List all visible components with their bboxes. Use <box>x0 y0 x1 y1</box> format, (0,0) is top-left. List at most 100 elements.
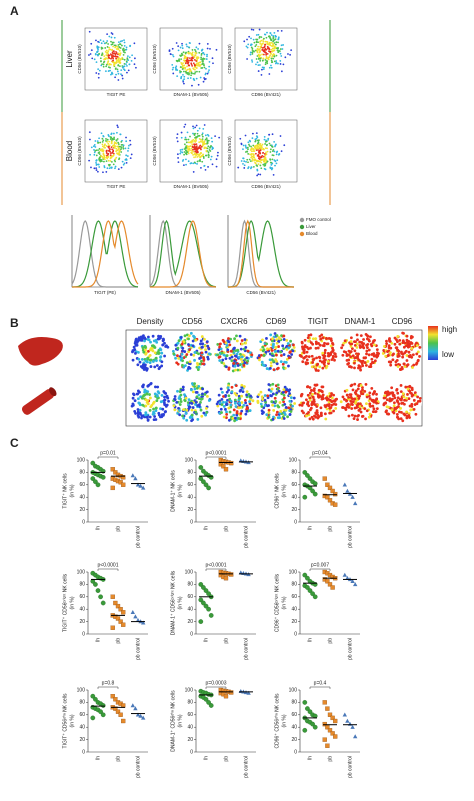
y-tick-label: 60 <box>79 482 85 488</box>
tsne-cell <box>174 343 178 347</box>
flow-event <box>268 56 271 58</box>
tsne-cell <box>180 352 184 356</box>
flow-event <box>269 167 272 170</box>
flow-event <box>123 162 126 165</box>
flow-event <box>88 54 90 56</box>
tsne-cell <box>318 359 322 363</box>
y-axis-label: DNAM-1⁺ CD56ᵈⁱᵐ NK cells <box>170 690 176 752</box>
pb-point <box>121 622 126 627</box>
flow-event <box>186 45 188 48</box>
tsne-cell <box>320 385 324 389</box>
flow-event <box>120 69 123 72</box>
tsne-cell <box>303 338 307 342</box>
tsne-cell <box>260 395 264 399</box>
tsne-cell <box>188 416 192 419</box>
lh-point <box>100 703 106 708</box>
tsne-cell <box>265 342 269 346</box>
x-tick-label: lh <box>203 638 209 642</box>
pb-point <box>330 488 335 494</box>
tsne-cell <box>292 396 296 400</box>
tsne-cell <box>165 394 169 398</box>
pb-point <box>322 700 327 705</box>
tsne-cell <box>177 407 180 410</box>
tsne-cell <box>402 412 406 416</box>
pb-point <box>115 709 121 714</box>
tsne-cell <box>368 412 372 416</box>
tsne-cell <box>374 410 378 413</box>
flow-event <box>266 150 269 153</box>
tsne-cell <box>280 354 283 357</box>
tsne-cell <box>271 339 274 343</box>
flow-event <box>185 141 188 144</box>
tsne-cell <box>189 331 193 335</box>
tsne-cell <box>267 415 271 419</box>
control-point <box>135 482 141 487</box>
flow-event <box>104 146 107 149</box>
control-point <box>350 579 355 583</box>
tsne-cell <box>382 403 386 407</box>
tsne-cell <box>226 398 229 402</box>
flow-event <box>264 154 267 157</box>
tsne-cell <box>279 350 282 354</box>
tsne-cell <box>328 406 332 410</box>
flow-event <box>187 152 190 155</box>
flow-event <box>109 154 112 157</box>
flow-event <box>105 49 108 52</box>
tsne-cell <box>393 396 397 400</box>
tsne-cell <box>401 419 405 423</box>
flow-event <box>187 138 190 141</box>
x-tick-label: lh <box>95 526 101 530</box>
tsne-cell <box>321 344 325 347</box>
tsne-cell <box>330 339 333 343</box>
tsne-cell <box>227 337 230 340</box>
tsne-cell <box>205 410 209 414</box>
flow-event <box>258 35 261 38</box>
flow-event <box>189 162 192 165</box>
flow-event <box>247 167 249 170</box>
x-tick-label: pb control <box>347 756 353 778</box>
y-tick-label: 0 <box>294 519 297 525</box>
tsne-cell <box>286 342 290 345</box>
flow-event <box>171 63 174 66</box>
flow-event <box>96 142 99 144</box>
flow-event <box>270 145 273 148</box>
tsne-cell <box>225 416 228 420</box>
flow-event <box>245 45 248 48</box>
tsne-cell <box>246 359 250 363</box>
pb-point <box>322 476 327 481</box>
flow-event <box>112 45 115 48</box>
tsne-cell <box>325 342 329 346</box>
y-tick-label: 0 <box>82 749 85 755</box>
flow-event <box>188 70 191 73</box>
flow-event <box>103 156 106 159</box>
flow-event <box>255 34 258 36</box>
tsne-cell <box>233 337 236 341</box>
tsne-cell <box>272 368 276 372</box>
flow-event <box>176 137 178 139</box>
y-tick-label: 0 <box>190 631 193 637</box>
flow-event <box>116 124 119 127</box>
tsne-cell <box>280 334 283 338</box>
flow-event <box>206 47 209 50</box>
flow-event <box>256 165 259 167</box>
tsne-cell <box>326 351 330 355</box>
flow-event <box>203 165 206 167</box>
tsne-cell <box>332 393 336 397</box>
tsne-cell <box>187 405 191 409</box>
tsne-cell <box>393 401 396 405</box>
x-tick-label: lh <box>307 756 313 760</box>
flow-event <box>117 64 120 67</box>
tsne-cell <box>275 338 279 342</box>
flow-event <box>88 30 91 33</box>
tsne-cell <box>392 404 396 408</box>
flow-event <box>274 144 277 147</box>
tsne-cell <box>244 401 248 405</box>
tsne-cell <box>390 386 394 390</box>
tsne-cell <box>300 355 303 358</box>
tsne-cell <box>308 417 312 421</box>
flow-event <box>194 68 196 71</box>
flow-event <box>270 52 272 55</box>
flow-event <box>126 57 129 60</box>
lh-point <box>95 482 101 488</box>
y-tick-label: 80 <box>79 582 85 588</box>
